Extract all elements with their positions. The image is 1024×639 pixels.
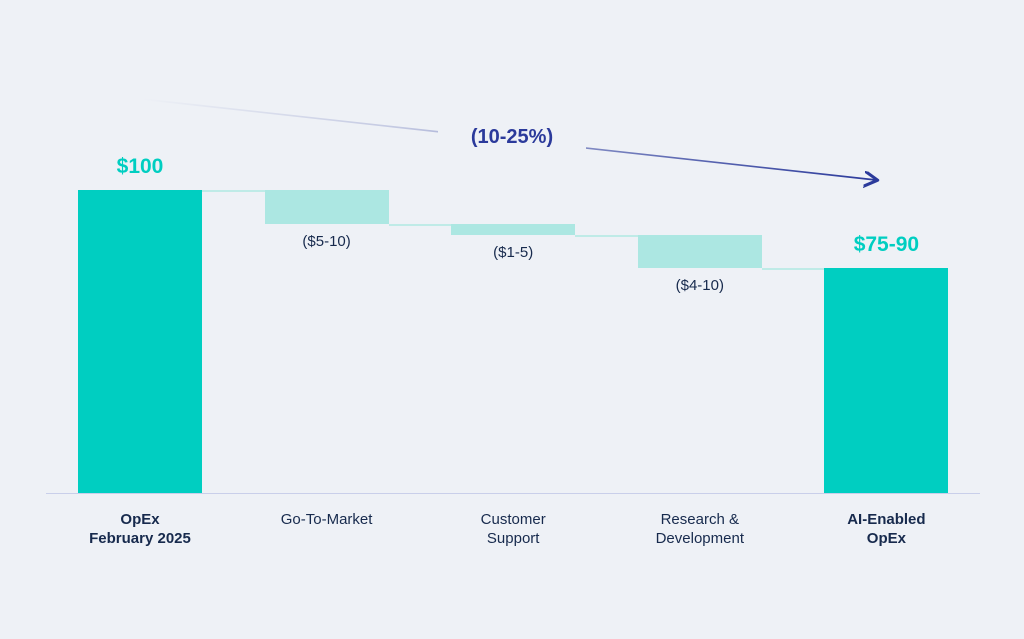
connector-customer-support bbox=[575, 235, 638, 238]
connector-opex-february-2025 bbox=[202, 189, 265, 192]
reduction-annotation: (10-25%) bbox=[438, 120, 586, 154]
connector-go-to-market bbox=[388, 224, 452, 227]
category-label-go-to-market: Go-To-Market bbox=[280, 511, 373, 528]
category-label-customer-support: Customer Support bbox=[480, 511, 546, 547]
bar-opex-february-2025 bbox=[78, 189, 202, 493]
value-label-research-development: ($4-10) bbox=[675, 277, 724, 295]
bar-research-development bbox=[637, 235, 762, 269]
baseline-axis bbox=[46, 493, 980, 494]
category-label-ai-enabled-opex: AI-Enabled OpEx bbox=[847, 511, 926, 547]
value-label-customer-support: ($1-5) bbox=[493, 244, 534, 262]
bar-ai-enabled-opex bbox=[824, 268, 949, 493]
bar-customer-support bbox=[451, 224, 576, 235]
bar-go-to-market bbox=[264, 189, 389, 225]
value-label-go-to-market: ($5-10) bbox=[302, 233, 351, 251]
connector-research-development bbox=[761, 268, 825, 271]
category-label-opex-february-2025: OpEx February 2025 bbox=[89, 511, 191, 547]
value-label-ai-enabled-opex: $75-90 bbox=[853, 233, 920, 257]
category-label-research-development: Research & Development bbox=[655, 511, 744, 547]
value-label-opex-february-2025: $100 bbox=[116, 154, 164, 178]
